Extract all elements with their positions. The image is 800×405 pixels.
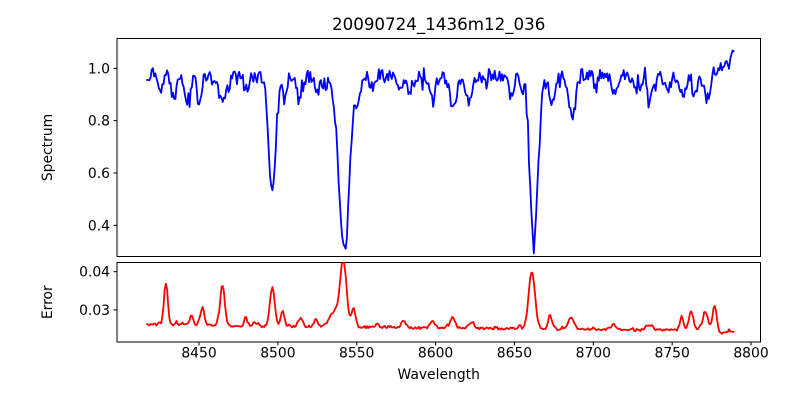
- error-series-line: [146, 262, 735, 335]
- x-tick-label: 8700: [576, 346, 611, 362]
- x-axis-label: Wavelength: [397, 367, 479, 383]
- x-tick-label: 8650: [497, 346, 532, 362]
- error-y-tick-label: 0.04: [79, 265, 110, 281]
- spectrum-y-tick-label: 0.6: [88, 166, 110, 182]
- error-panel-frame: [116, 262, 761, 343]
- spectrum-panel-frame: [116, 38, 761, 257]
- x-tick-label: 8550: [339, 346, 374, 362]
- x-tick-label: 8450: [181, 346, 216, 362]
- spectrum-series-line: [146, 49, 735, 255]
- y-axis-label-error: Error: [40, 285, 56, 319]
- spectrum-y-tick-label: 0.8: [88, 114, 110, 130]
- x-tick-label: 8800: [733, 346, 768, 362]
- spectrum-y-tick-label: 1.0: [88, 61, 110, 77]
- x-tick-label: 8500: [260, 346, 295, 362]
- y-axis-label-spectrum: Spectrum: [40, 114, 56, 181]
- x-tick-label: 8600: [418, 346, 453, 362]
- spectrum-y-tick-label: 0.4: [88, 218, 110, 234]
- error-y-tick-label: 0.03: [79, 303, 110, 319]
- x-tick-label: 8750: [654, 346, 689, 362]
- chart-title: 20090724_1436m12_036: [332, 14, 545, 35]
